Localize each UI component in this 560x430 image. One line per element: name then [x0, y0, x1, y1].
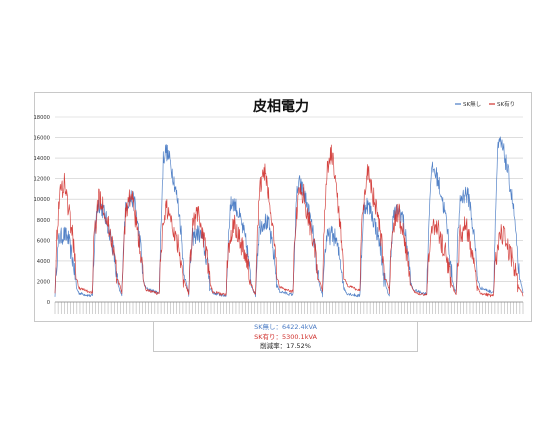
series-line-sk-none	[54, 136, 524, 298]
legend-label: SK有り	[497, 100, 515, 108]
summary-box: SK無し：6422.4kVA SK有り：5300.1kVA 削減率：17.52%	[153, 321, 418, 352]
summary-line-sk-with: SK有り：5300.1kVA	[254, 332, 317, 341]
y-tick-label: 12000	[33, 177, 50, 183]
legend-label: SK無し	[463, 100, 481, 108]
y-tick-label: 2000	[37, 279, 50, 285]
y-tick-label: 10000	[33, 197, 50, 203]
y-tick-label: 16000	[33, 136, 50, 142]
y-tick-label: 6000	[37, 238, 50, 244]
chart-frame	[34, 92, 532, 322]
summary-line-reduction: 削減率：17.52%	[260, 342, 311, 350]
y-tick-label: 18000	[33, 115, 50, 121]
chart-title: 皮相電力	[252, 98, 309, 115]
y-tick-label: 0	[47, 300, 50, 306]
summary-line-sk-none: SK無し：6422.4kVA	[254, 323, 317, 331]
y-tick-label: 4000	[37, 259, 50, 265]
series-line-sk-with	[54, 144, 524, 298]
y-tick-label: 14000	[33, 156, 50, 162]
y-tick-label: 8000	[37, 218, 50, 224]
